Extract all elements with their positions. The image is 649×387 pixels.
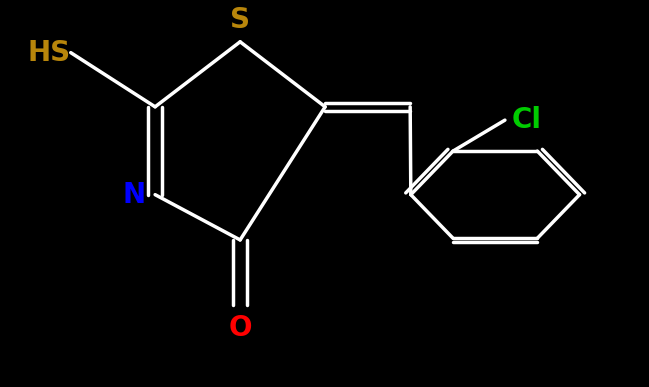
- Text: N: N: [122, 181, 145, 209]
- Text: Cl: Cl: [511, 106, 541, 134]
- Text: S: S: [230, 6, 250, 34]
- Text: O: O: [228, 314, 252, 342]
- Text: HS: HS: [28, 39, 71, 67]
